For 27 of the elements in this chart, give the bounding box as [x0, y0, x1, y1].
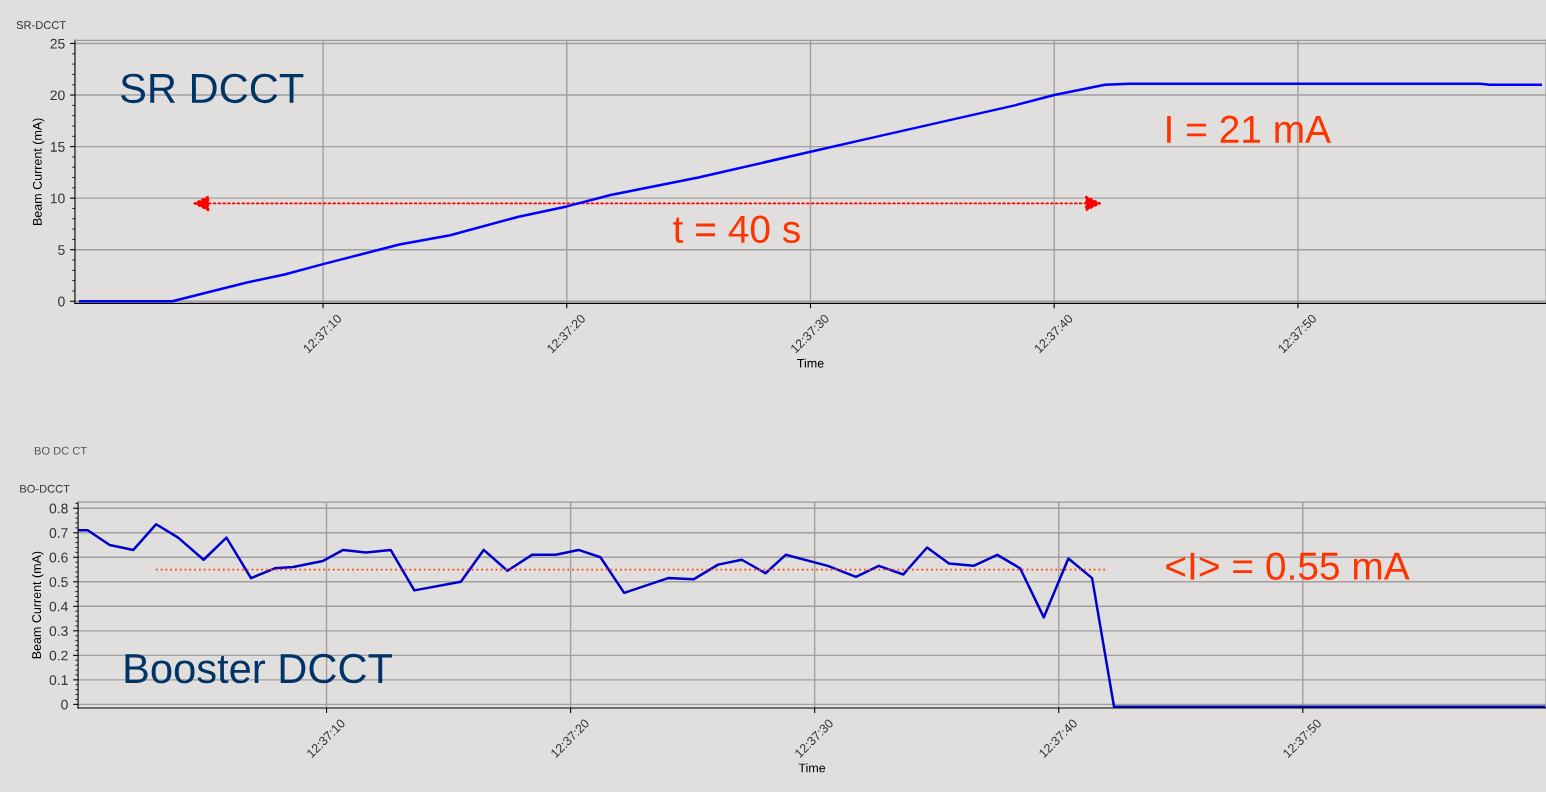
text: BO DC CT: [34, 446, 87, 455]
y-tick-label: 5: [58, 245, 65, 255]
ref-line-label: <I> = 0.55 mA: [1166, 552, 1410, 580]
chart-title: BO-DCCT: [20, 484, 70, 493]
y-tick-label: 0.1: [49, 675, 68, 686]
y-axis-title: Beam Current (mA): [31, 551, 44, 659]
y-tick-label: 10: [50, 193, 65, 204]
annotation: SR DCCT: [121, 73, 304, 104]
y-tick-label: 15: [50, 142, 65, 152]
annotation: Booster DCCT: [125, 653, 393, 684]
x-axis-title: Time: [798, 763, 826, 773]
y-tick-label: 0.7: [49, 528, 68, 538]
y-tick-label: 0: [58, 296, 65, 307]
annotation: I = 21 mA: [1167, 115, 1331, 143]
chart-title: SR-DCCT: [16, 21, 66, 29]
y-tick-label: 0.4: [49, 601, 68, 612]
y-tick-label: 0.6: [49, 552, 68, 563]
y-tick-label: 0.3: [49, 626, 68, 636]
y-axis-title: Beam Current (mA): [32, 118, 45, 226]
y-tick-label: 0.8: [49, 503, 68, 514]
y-tick-label: 20: [50, 90, 65, 101]
y-tick-label: 0.5: [49, 577, 68, 587]
annotation: t = 40 s: [673, 215, 800, 244]
y-tick-label: 0.2: [49, 650, 68, 661]
y-tick-label: 25: [50, 38, 65, 49]
x-axis-title: Time: [797, 358, 824, 368]
y-tick-label: 0: [61, 699, 68, 710]
